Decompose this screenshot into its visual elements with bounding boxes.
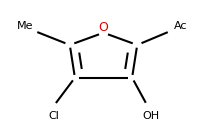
Text: Me: Me — [17, 21, 34, 31]
Text: Ac: Ac — [173, 21, 187, 31]
Text: O: O — [98, 21, 108, 34]
Text: OH: OH — [141, 111, 158, 121]
Text: Cl: Cl — [48, 111, 59, 121]
